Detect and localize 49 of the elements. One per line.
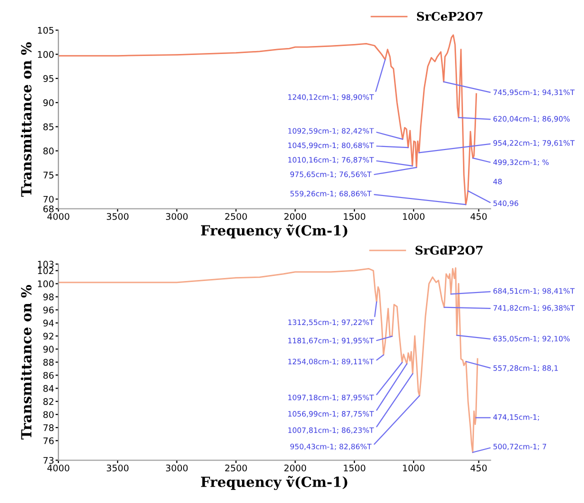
x-tick-label: 4000 xyxy=(47,464,70,472)
y-tick-label: 84 xyxy=(43,385,54,392)
y-tick-label: 86 xyxy=(43,372,54,379)
x-tick-label: 1000 xyxy=(403,213,424,220)
y-tick-label: 85 xyxy=(43,123,54,130)
y-tick-label: 70 xyxy=(43,196,54,203)
y-tick-label: 90 xyxy=(43,99,54,106)
y-axis-title: Transmittance on % xyxy=(20,285,32,440)
x-tick-label: 1500 xyxy=(344,213,366,220)
y-tick-label: 76 xyxy=(43,437,54,444)
x-axis-title: Frequency ṽ(Cm-1) xyxy=(200,476,348,490)
y-tick-label: 103 xyxy=(38,260,54,268)
y-tick-label: 78 xyxy=(43,424,54,432)
y-tick-label: 102 xyxy=(38,267,54,274)
y-tick-label: 68 xyxy=(43,205,54,212)
y-tick-label: 105 xyxy=(38,26,54,34)
y-tick-label: 100 xyxy=(38,280,54,288)
line-series xyxy=(58,34,478,206)
line-series xyxy=(58,267,478,454)
x-tick-label: 3500 xyxy=(106,464,128,472)
x-tick-label: 3000 xyxy=(166,213,188,220)
x-tick-label: 4000 xyxy=(47,213,70,220)
x-tick-label: 2000 xyxy=(284,213,306,220)
y-axis-title: Transmittance on % xyxy=(20,42,32,197)
y-tick-label: 75 xyxy=(43,172,54,179)
y-tick-label: 98 xyxy=(43,294,54,300)
x-axis-title: Frequency ṽ(Cm-1) xyxy=(200,224,348,239)
x-tick-label: 2000 xyxy=(284,464,306,472)
y-tick-label: 73 xyxy=(43,456,54,464)
x-tick-label: 3000 xyxy=(166,464,188,472)
x-tick-label: 450 xyxy=(470,213,487,220)
legend-label: SrCeP2O7 xyxy=(417,12,482,21)
x-tick-label: 2500 xyxy=(225,464,247,472)
y-tick-label: 82 xyxy=(43,398,54,405)
x-tick-label: 1500 xyxy=(344,464,366,472)
legend-label: SrGdP2O7 xyxy=(416,246,482,255)
x-tick-label: 450 xyxy=(470,464,487,472)
x-tick-label: 2500 xyxy=(225,213,247,220)
y-tick-label: 88 xyxy=(43,358,54,366)
y-tick-label: 92 xyxy=(43,332,54,340)
y-tick-label: 90 xyxy=(43,346,54,353)
y-tick-label: 94 xyxy=(43,320,54,326)
x-tick-label: 1000 xyxy=(403,464,424,472)
y-tick-label: 80 xyxy=(43,411,54,418)
x-tick-label: 3500 xyxy=(106,213,128,220)
y-tick-label: 96 xyxy=(43,306,54,314)
y-tick-label: 80 xyxy=(43,148,54,154)
y-tick-label: 100 xyxy=(38,51,54,58)
y-tick-label: 95 xyxy=(43,75,54,82)
